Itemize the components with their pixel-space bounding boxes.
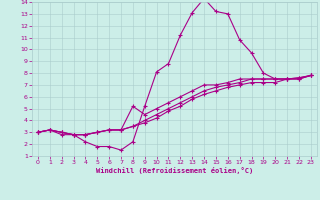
X-axis label: Windchill (Refroidissement éolien,°C): Windchill (Refroidissement éolien,°C) [96, 167, 253, 174]
